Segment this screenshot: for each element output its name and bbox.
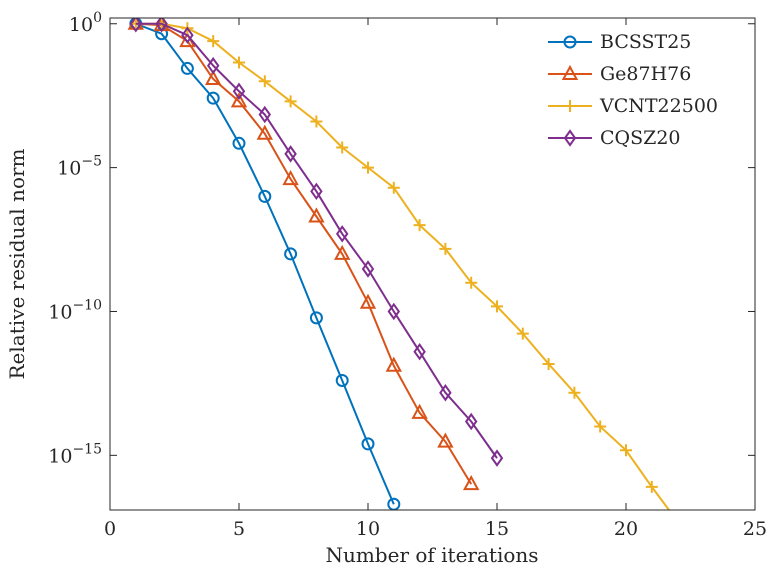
x-tick-label: 5 bbox=[233, 518, 245, 540]
legend-marker bbox=[563, 129, 577, 147]
data-point-cqsz20 bbox=[181, 26, 194, 44]
series-line-bcsst25 bbox=[135, 22, 395, 505]
data-point-ge87h76 bbox=[308, 207, 325, 223]
data-point-vcnt22500 bbox=[542, 357, 555, 370]
data-point-vcnt22500 bbox=[310, 115, 323, 128]
data-point-vcnt22500 bbox=[362, 161, 374, 174]
legend-marker bbox=[563, 35, 577, 49]
legend-label: BCSST25 bbox=[600, 31, 691, 53]
y-tick-label: 100 bbox=[69, 10, 102, 36]
data-point-ge87h76 bbox=[256, 124, 273, 140]
data-point-ge87h76 bbox=[282, 169, 299, 186]
data-point-vcnt22500 bbox=[672, 516, 684, 528]
data-point-bcsst25 bbox=[361, 437, 375, 451]
data-point-bcsst25 bbox=[180, 61, 194, 75]
legend-entry-ge87h76: Ge87H76 bbox=[548, 63, 691, 85]
series-layer bbox=[127, 18, 709, 565]
data-point-cqsz20 bbox=[361, 260, 375, 278]
y-tick-exponent: 0 bbox=[93, 10, 102, 26]
y-tick-label: 10−10 bbox=[48, 297, 102, 323]
data-point-vcnt22500 bbox=[284, 95, 297, 108]
data-point-vcnt22500 bbox=[207, 35, 220, 48]
legend-label: CQSZ20 bbox=[600, 127, 681, 149]
data-point-cqsz20 bbox=[206, 56, 220, 75]
plot-frame bbox=[109, 17, 756, 511]
y-tick-label: 10−5 bbox=[57, 154, 102, 180]
series-vcnt22500 bbox=[129, 18, 709, 565]
data-point-vcnt22500 bbox=[491, 300, 503, 313]
y-axis-label: Relative residual norm bbox=[5, 148, 29, 379]
data-point-vcnt22500 bbox=[258, 75, 271, 88]
data-point-cqsz20 bbox=[129, 18, 143, 33]
data-point-cqsz20 bbox=[155, 18, 168, 33]
data-point-cqsz20 bbox=[439, 384, 452, 402]
data-point-ge87h76 bbox=[230, 92, 248, 108]
data-point-bcsst25 bbox=[206, 91, 220, 105]
data-point-ge87h76 bbox=[463, 475, 480, 491]
x-tick-label: 10 bbox=[356, 518, 380, 540]
y-tick-base: 10 bbox=[69, 14, 93, 36]
legend-marker bbox=[564, 100, 576, 112]
legend: BCSST25 Ge87H76 VCNT22500 CQSZ20 bbox=[548, 31, 718, 149]
series-line-ge87h76 bbox=[135, 22, 473, 485]
data-point-vcnt22500 bbox=[336, 141, 349, 154]
data-point-cqsz20 bbox=[387, 302, 401, 321]
data-point-ge87h76 bbox=[205, 69, 222, 86]
y-tick-base: 10 bbox=[57, 158, 81, 180]
data-point-vcnt22500 bbox=[387, 181, 400, 194]
series-line-cqsz20 bbox=[135, 22, 498, 459]
data-point-vcnt22500 bbox=[620, 444, 632, 457]
data-point-bcsst25 bbox=[309, 311, 323, 325]
data-point-vcnt22500 bbox=[413, 219, 426, 232]
data-point-bcsst25 bbox=[284, 247, 298, 261]
data-point-vcnt22500 bbox=[697, 553, 709, 565]
data-point-vcnt22500 bbox=[465, 276, 478, 289]
data-point-bcsst25 bbox=[258, 189, 272, 203]
data-point-bcsst25 bbox=[232, 136, 246, 150]
data-point-cqsz20 bbox=[490, 449, 504, 467]
legend-label: Ge87H76 bbox=[600, 63, 691, 85]
data-point-ge87h76 bbox=[334, 244, 351, 260]
data-point-vcnt22500 bbox=[594, 420, 607, 433]
data-point-cqsz20 bbox=[310, 182, 323, 201]
data-point-vcnt22500 bbox=[439, 242, 452, 255]
y-tick-exponent: −10 bbox=[72, 297, 102, 313]
x-tick-label: 15 bbox=[485, 518, 509, 540]
x-tick-label: 0 bbox=[104, 518, 116, 540]
data-point-cqsz20 bbox=[413, 342, 426, 361]
data-point-ge87h76 bbox=[385, 356, 402, 372]
data-point-cqsz20 bbox=[464, 412, 478, 431]
data-point-cqsz20 bbox=[284, 145, 297, 163]
legend-entry-cqsz20: CQSZ20 bbox=[548, 127, 681, 149]
y-tick-base: 10 bbox=[48, 301, 72, 323]
series-ge87h76 bbox=[127, 18, 480, 491]
series-cqsz20 bbox=[129, 18, 504, 467]
data-point-ge87h76 bbox=[411, 403, 428, 419]
x-tick-label: 25 bbox=[743, 518, 767, 540]
x-tick-label: 20 bbox=[614, 518, 638, 540]
data-point-vcnt22500 bbox=[516, 327, 529, 340]
y-tick-label: 10−15 bbox=[48, 441, 102, 467]
data-point-vcnt22500 bbox=[568, 386, 581, 399]
x-axis-label: Number of iterations bbox=[325, 543, 538, 567]
legend-entry-vcnt22500: VCNT22500 bbox=[548, 95, 718, 117]
data-point-vcnt22500 bbox=[645, 480, 658, 493]
data-point-vcnt22500 bbox=[233, 56, 245, 69]
y-tick-base: 10 bbox=[48, 445, 72, 467]
data-point-cqsz20 bbox=[335, 225, 349, 243]
legend-entry-bcsst25: BCSST25 bbox=[548, 31, 691, 53]
data-point-ge87h76 bbox=[359, 293, 377, 309]
y-tick-exponent: −5 bbox=[81, 154, 102, 170]
legend-marker bbox=[561, 64, 579, 80]
y-tick-exponent: −15 bbox=[72, 441, 102, 457]
data-point-cqsz20 bbox=[258, 105, 272, 124]
legend-label: VCNT22500 bbox=[599, 95, 718, 117]
data-point-cqsz20 bbox=[232, 82, 246, 100]
data-point-ge87h76 bbox=[437, 432, 454, 448]
data-point-bcsst25 bbox=[335, 373, 349, 387]
